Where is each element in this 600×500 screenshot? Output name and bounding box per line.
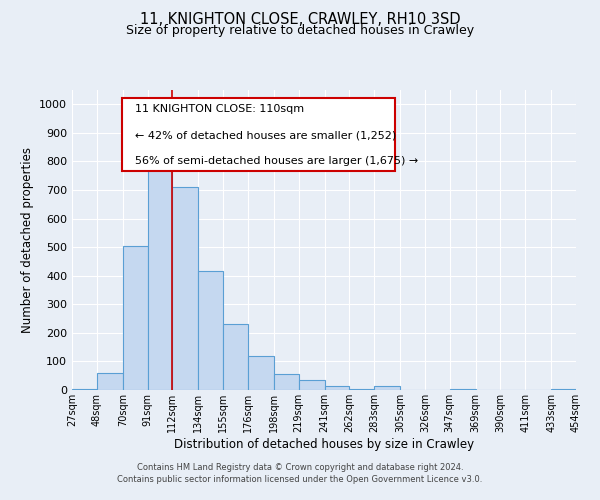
Text: 11 KNIGHTON CLOSE: 110sqm: 11 KNIGHTON CLOSE: 110sqm xyxy=(135,104,304,114)
Bar xyxy=(274,374,299,390)
Bar xyxy=(349,388,374,390)
X-axis label: Distribution of detached houses by size in Crawley: Distribution of detached houses by size … xyxy=(174,438,474,450)
Text: ← 42% of detached houses are smaller (1,252): ← 42% of detached houses are smaller (1,… xyxy=(135,130,396,140)
Bar xyxy=(172,187,198,390)
Bar xyxy=(223,324,248,390)
Bar xyxy=(248,356,274,390)
Bar xyxy=(148,154,172,390)
Bar xyxy=(374,386,400,390)
Bar xyxy=(450,388,476,390)
Text: 56% of semi-detached houses are larger (1,675) →: 56% of semi-detached houses are larger (… xyxy=(135,156,418,166)
Bar xyxy=(97,373,123,390)
Bar xyxy=(551,388,576,390)
Text: Size of property relative to detached houses in Crawley: Size of property relative to detached ho… xyxy=(126,24,474,37)
Bar xyxy=(299,380,325,390)
Text: Contains HM Land Registry data © Crown copyright and database right 2024.: Contains HM Land Registry data © Crown c… xyxy=(137,464,463,472)
Bar xyxy=(72,388,97,390)
Text: Contains public sector information licensed under the Open Government Licence v3: Contains public sector information licen… xyxy=(118,474,482,484)
Text: 11, KNIGHTON CLOSE, CRAWLEY, RH10 3SD: 11, KNIGHTON CLOSE, CRAWLEY, RH10 3SD xyxy=(140,12,460,28)
Bar xyxy=(123,246,148,390)
Bar xyxy=(325,386,349,390)
Bar xyxy=(122,98,395,171)
Y-axis label: Number of detached properties: Number of detached properties xyxy=(20,147,34,333)
Bar xyxy=(198,272,223,390)
